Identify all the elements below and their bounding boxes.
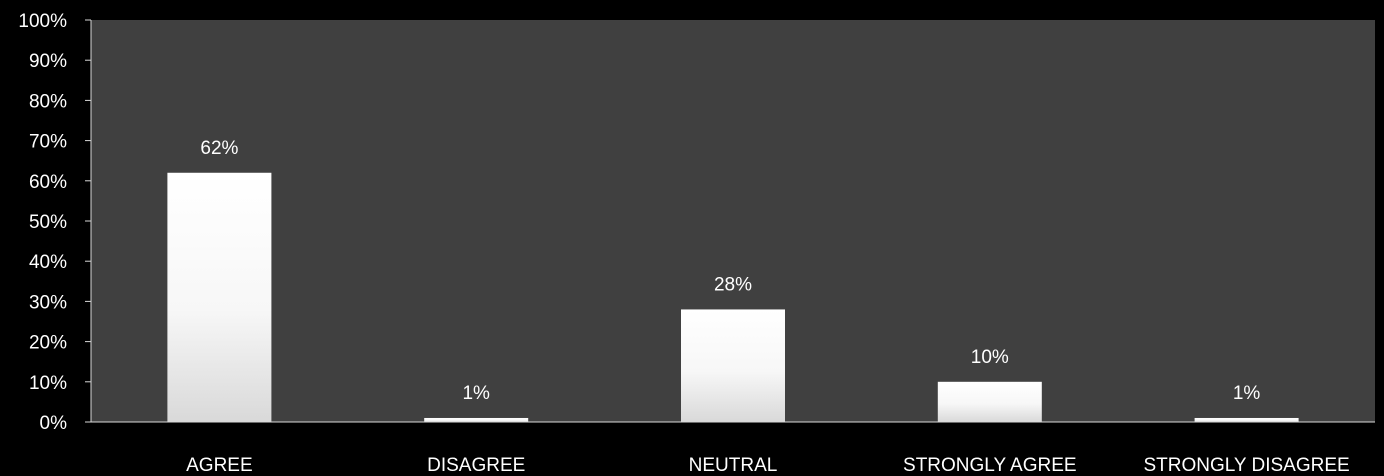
y-tick-label: 100%	[18, 11, 67, 32]
x-category-label: NEUTRAL	[689, 455, 778, 476]
data-label: 62%	[200, 138, 238, 159]
y-tick-label: 60%	[29, 172, 67, 193]
y-tick-label: 70%	[29, 132, 67, 153]
bar-strongly-agree	[937, 381, 1042, 422]
y-axis: 0% 10% 20% 30% 40% 50% 60% 70% 80% 90% 100%	[18, 11, 92, 434]
bar-neutral	[681, 309, 785, 422]
bar-disagree	[424, 417, 529, 422]
y-tick-label: 10%	[29, 373, 67, 394]
y-tick-label: 20%	[29, 333, 67, 354]
x-category-label: STRONGLY AGREE	[903, 455, 1077, 476]
x-category-label: DISAGREE	[427, 455, 525, 476]
y-tick-label: 0%	[40, 413, 68, 434]
bars-group	[167, 172, 1299, 422]
data-label: 10%	[971, 347, 1009, 368]
x-category-label: STRONGLY DISAGREE	[1143, 455, 1349, 476]
data-label: 1%	[462, 383, 490, 404]
data-labels-group: 62% 1% 28% 10% 1%	[200, 138, 1260, 404]
y-tick-label: 30%	[29, 292, 67, 313]
y-tick-label: 90%	[29, 51, 67, 72]
x-category-label: AGREE	[186, 455, 253, 476]
y-tick-label: 50%	[29, 212, 67, 233]
y-tick-label: 40%	[29, 252, 67, 273]
y-tick-label: 80%	[29, 91, 67, 112]
bar-agree	[167, 172, 272, 422]
data-label: 1%	[1233, 383, 1261, 404]
x-axis: AGREE DISAGREE NEUTRAL STRONGLY AGREE STRONG…	[91, 421, 1375, 476]
bar-strongly-disagree	[1194, 417, 1299, 422]
data-label: 28%	[714, 274, 752, 295]
